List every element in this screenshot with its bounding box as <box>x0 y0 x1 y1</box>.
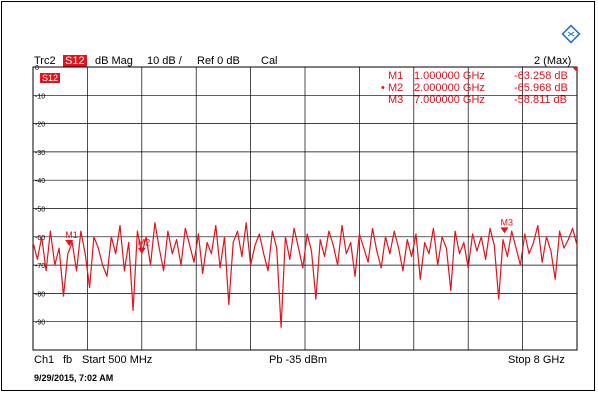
y-tick-label: -90 <box>35 320 45 327</box>
y-tick-label: -10 <box>35 93 45 100</box>
y-tick-label: -30 <box>35 150 45 157</box>
marker-label-m1: M1 <box>65 230 78 240</box>
ref-corner-icon <box>572 67 577 72</box>
marker-triangle-m3 <box>500 227 508 233</box>
y-tick-label: -70 <box>35 263 45 270</box>
y-tick-label: -40 <box>35 178 45 185</box>
marker-value: -63.258 dB <box>514 70 568 82</box>
fb-label: fb <box>63 354 72 366</box>
stop-label[interactable]: Stop 8 GHz <box>508 354 565 366</box>
y-tick-label: -60 <box>35 235 45 242</box>
y-tick-label: -50 <box>35 207 45 214</box>
channel-label: Ch1 <box>34 354 54 366</box>
marker-value: -65.968 dB <box>514 82 568 94</box>
marker-freq: 2.000000 GHz <box>414 82 485 94</box>
marker-freq: 7.000000 GHz <box>414 94 485 106</box>
marker-value: -58.811 dB <box>514 94 567 106</box>
y-tick-label: -80 <box>35 291 45 298</box>
marker-triangle-m2 <box>138 248 146 254</box>
marker-freq: 1.000000 GHz <box>414 70 485 82</box>
marker-label-m2: M2 <box>138 238 151 248</box>
trace-badge[interactable]: S12 <box>40 73 60 83</box>
power-label[interactable]: Pb -35 dBm <box>269 354 327 366</box>
start-label[interactable]: Start 500 MHz <box>82 354 152 366</box>
timestamp: 9/29/2015, 7:02 AM <box>34 373 113 383</box>
marker-name: M2 <box>388 82 403 94</box>
marker-name: M1 <box>388 70 403 82</box>
y-tick-label: 0 <box>35 65 39 72</box>
marker-name: M3 <box>388 94 403 106</box>
active-marker-dot-icon: • <box>381 82 385 94</box>
y-tick-label: -20 <box>35 122 45 129</box>
marker-label-m3: M3 <box>500 217 513 227</box>
